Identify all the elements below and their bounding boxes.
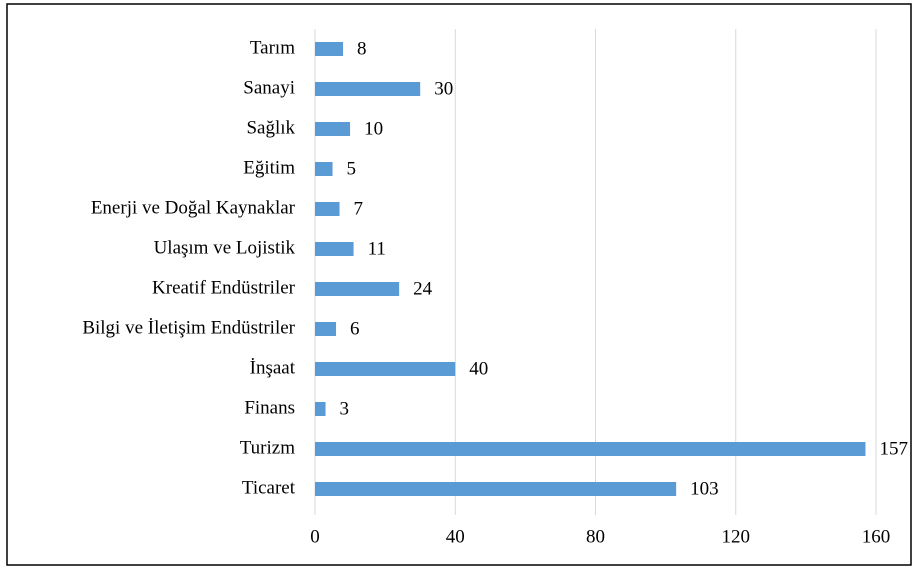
bar xyxy=(315,242,354,256)
bar xyxy=(315,162,333,176)
data-label: 24 xyxy=(413,278,433,299)
data-label: 11 xyxy=(368,238,386,259)
bar xyxy=(315,82,421,96)
data-label: 10 xyxy=(364,118,383,139)
bar xyxy=(315,442,866,456)
bar xyxy=(315,202,340,216)
y-tick-label: Sağlık xyxy=(246,117,295,138)
bar xyxy=(315,122,351,136)
chart-border xyxy=(6,3,912,566)
x-tick-label: 80 xyxy=(586,526,605,547)
y-tick-label: Eğitim xyxy=(243,157,295,178)
data-label: 40 xyxy=(469,358,488,379)
y-tick-label: Tarım xyxy=(250,37,295,58)
data-label: 6 xyxy=(350,318,360,339)
bar xyxy=(315,402,326,416)
x-tick-label: 0 xyxy=(310,526,320,547)
y-tick-label: İnşaat xyxy=(250,357,296,378)
x-tick-label: 120 xyxy=(722,526,751,547)
y-tick-label: Enerji ve Doğal Kaynaklar xyxy=(91,197,296,218)
data-label: 157 xyxy=(879,438,908,459)
data-label: 3 xyxy=(340,398,350,419)
data-label: 7 xyxy=(354,198,364,219)
bar xyxy=(315,42,344,56)
y-tick-label: Kreatif Endüstriler xyxy=(152,277,296,298)
bar xyxy=(315,362,456,376)
bar xyxy=(315,482,677,496)
data-label: 103 xyxy=(690,478,719,499)
y-tick-label: Ulaşım ve Lojistik xyxy=(154,237,296,258)
x-tick-label: 40 xyxy=(446,526,465,547)
y-tick-label: Finans xyxy=(244,397,295,418)
y-tick-label: Bilgi ve İletişim Endüstriler xyxy=(82,317,295,338)
x-tick-label: 160 xyxy=(862,526,891,547)
data-label: 5 xyxy=(347,158,357,179)
data-label: 30 xyxy=(434,78,453,99)
data-label: 8 xyxy=(357,38,367,59)
bar xyxy=(315,322,337,336)
y-tick-label: Ticaret xyxy=(242,477,296,498)
y-tick-label: Turizm xyxy=(240,437,295,458)
bar xyxy=(315,282,400,296)
y-tick-label: Sanayi xyxy=(243,77,295,98)
